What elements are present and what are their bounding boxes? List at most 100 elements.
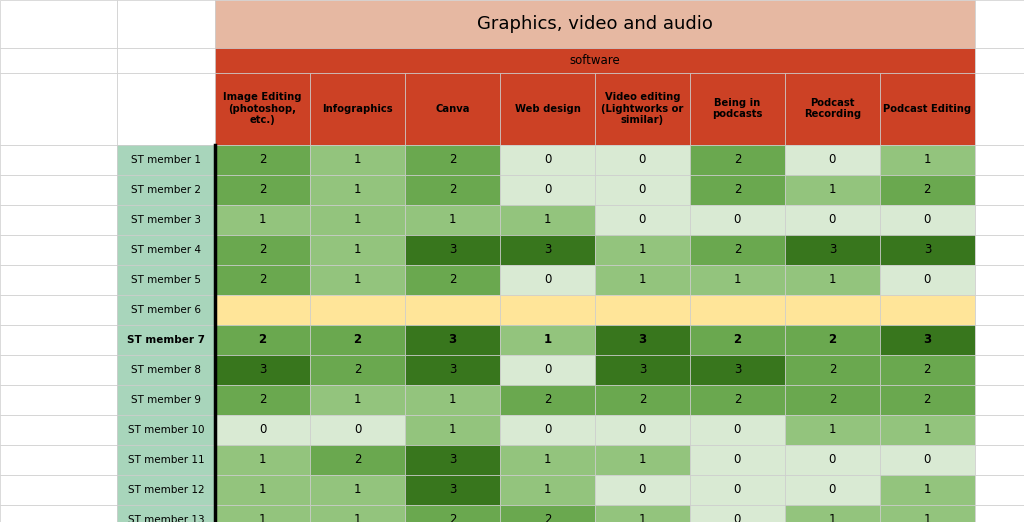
Bar (215, 295, 310, 325)
Bar (595, 205, 690, 235)
Text: 2: 2 (353, 453, 361, 466)
Text: 1: 1 (259, 483, 266, 496)
Bar (595, 175, 690, 205)
Bar (595, 325, 690, 355)
Bar (595, 235, 690, 265)
Text: 0: 0 (924, 453, 931, 466)
Bar (500, 175, 595, 205)
Bar (406, 175, 500, 205)
Text: 1: 1 (544, 333, 552, 346)
Bar (880, 355, 975, 385)
Bar (215, 175, 310, 205)
Bar (975, 235, 1024, 265)
Text: 1: 1 (639, 273, 646, 286)
Text: 0: 0 (259, 423, 266, 436)
Bar (500, 475, 595, 505)
Bar (117, 235, 215, 265)
Bar (975, 48, 1024, 73)
Text: 2: 2 (733, 183, 741, 196)
Bar (595, 265, 690, 295)
Bar (784, 145, 880, 175)
Bar (690, 385, 785, 415)
Text: ST member 2: ST member 2 (131, 185, 201, 195)
Bar (117, 0, 215, 48)
Text: 0: 0 (354, 423, 361, 436)
Bar (117, 48, 215, 73)
Text: ST member 9: ST member 9 (131, 395, 201, 405)
Text: 2: 2 (259, 153, 266, 166)
Bar (0, 0, 117, 48)
Bar (117, 175, 215, 205)
Bar (880, 175, 975, 205)
Bar (0, 295, 117, 325)
Bar (975, 475, 1024, 505)
Bar (784, 325, 880, 355)
Bar (880, 295, 975, 325)
Text: 3: 3 (544, 243, 551, 256)
Bar (0, 355, 117, 385)
Bar (500, 325, 595, 355)
Bar (117, 265, 215, 295)
Text: 2: 2 (828, 363, 837, 376)
Text: ST member 8: ST member 8 (131, 365, 201, 375)
Bar (310, 445, 406, 475)
Bar (975, 355, 1024, 385)
Bar (500, 385, 595, 415)
Bar (880, 205, 975, 235)
Bar (215, 73, 310, 145)
Bar (215, 265, 310, 295)
Text: Infographics: Infographics (323, 103, 393, 114)
Text: 0: 0 (734, 513, 741, 522)
Bar (975, 445, 1024, 475)
Bar (215, 145, 310, 175)
Text: 3: 3 (828, 243, 836, 256)
Bar (406, 445, 500, 475)
Bar (595, 505, 690, 522)
Bar (784, 355, 880, 385)
Text: 1: 1 (353, 513, 361, 522)
Bar (880, 445, 975, 475)
Bar (406, 73, 500, 145)
Text: 1: 1 (639, 513, 646, 522)
Bar (595, 145, 690, 175)
Bar (0, 385, 117, 415)
Bar (310, 235, 406, 265)
Bar (880, 505, 975, 522)
Text: 3: 3 (639, 363, 646, 376)
Text: ST member 6: ST member 6 (131, 305, 201, 315)
Bar (310, 385, 406, 415)
Bar (406, 355, 500, 385)
Bar (880, 145, 975, 175)
Bar (690, 475, 785, 505)
Text: 1: 1 (544, 213, 551, 226)
Bar (406, 265, 500, 295)
Text: 3: 3 (449, 453, 456, 466)
Bar (595, 475, 690, 505)
Bar (690, 73, 785, 145)
Bar (690, 355, 785, 385)
Text: Web design: Web design (514, 103, 581, 114)
Bar (975, 205, 1024, 235)
Bar (0, 505, 117, 522)
Bar (975, 385, 1024, 415)
Bar (500, 445, 595, 475)
Bar (310, 505, 406, 522)
Text: 2: 2 (449, 153, 457, 166)
Bar (690, 175, 785, 205)
Text: Podcast
Recording: Podcast Recording (804, 98, 861, 120)
Bar (310, 205, 406, 235)
Text: 0: 0 (924, 213, 931, 226)
Text: Podcast Editing: Podcast Editing (884, 103, 972, 114)
Bar (406, 235, 500, 265)
Bar (0, 415, 117, 445)
Bar (310, 265, 406, 295)
Bar (880, 73, 975, 145)
Bar (117, 73, 215, 145)
Bar (500, 265, 595, 295)
Bar (880, 265, 975, 295)
Text: 0: 0 (828, 213, 836, 226)
Text: 2: 2 (258, 333, 266, 346)
Text: 1: 1 (259, 213, 266, 226)
Text: ST member 12: ST member 12 (128, 485, 204, 495)
Text: 0: 0 (544, 153, 551, 166)
